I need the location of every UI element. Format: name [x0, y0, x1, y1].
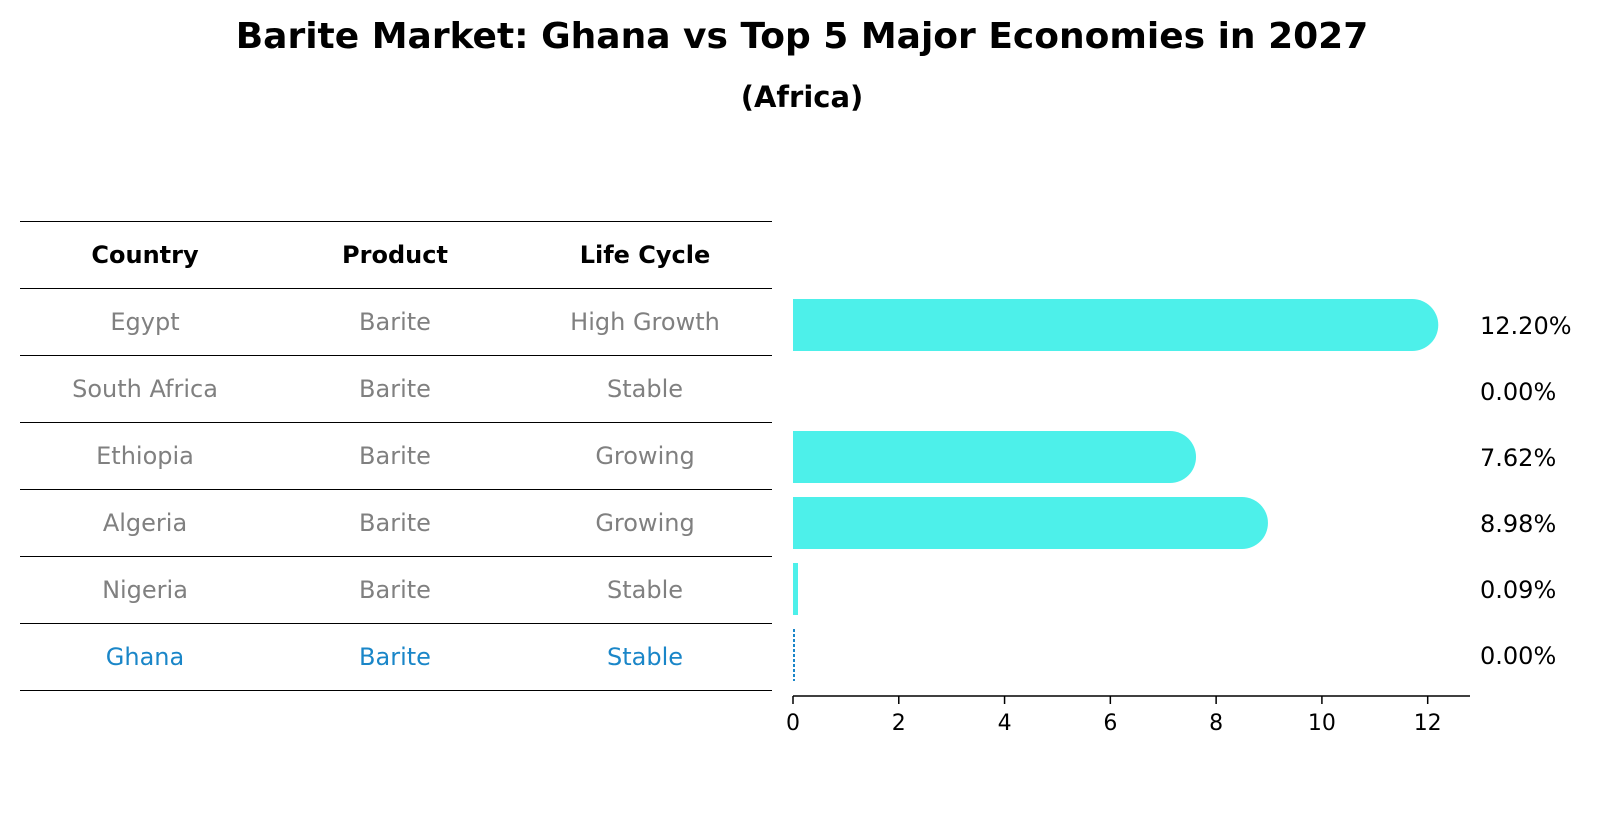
data-label: 0.00%	[1480, 642, 1556, 670]
table-rule-4	[20, 489, 772, 490]
data-label: 8.98%	[1480, 510, 1556, 538]
x-tick-label: 10	[1308, 711, 1336, 736]
table-cell: Stable	[606, 643, 684, 671]
x-tick-label: 12	[1414, 711, 1442, 736]
bar	[793, 431, 1197, 483]
table-cell: Barite	[359, 308, 431, 336]
table-cell: South Africa	[72, 375, 218, 403]
table-cell: Ghana	[105, 643, 185, 671]
table-cell: Egypt	[110, 308, 180, 336]
table-rule-2	[20, 355, 772, 356]
table-cell: High Growth	[570, 308, 720, 336]
table-cell: Stable	[606, 375, 684, 403]
x-tick-label: 2	[892, 711, 906, 736]
chart-title: Barite Market: Ghana vs Top 5 Major Econ…	[235, 16, 1369, 57]
table-cell: Barite	[359, 576, 431, 604]
table-cell: Ethiopia	[96, 442, 194, 470]
table-cell: Barite	[359, 643, 431, 671]
x-tick-label: 4	[998, 711, 1012, 736]
table-rule-1	[20, 288, 772, 289]
table-rule-7	[20, 690, 772, 691]
table-header: Life Cycle	[579, 241, 711, 269]
table-cell: Barite	[359, 375, 431, 403]
x-tick-label: 6	[1103, 711, 1117, 736]
table-cell: Barite	[359, 442, 431, 470]
table-header: Product	[342, 241, 448, 269]
table-rule-3	[20, 422, 772, 423]
bar	[793, 299, 1439, 351]
data-label: 0.00%	[1480, 378, 1556, 406]
bar	[793, 497, 1268, 549]
table-header: Country	[91, 241, 199, 269]
table-cell: Algeria	[102, 509, 188, 537]
chart-subtitle: (Africa)	[740, 80, 864, 114]
table-cell: Growing	[595, 509, 695, 537]
data-label: 7.62%	[1480, 444, 1556, 472]
table-cell: Stable	[606, 576, 684, 604]
table-cell: Nigeria	[102, 576, 188, 604]
table-cell: Growing	[595, 442, 695, 470]
x-tick-label: 8	[1209, 711, 1223, 736]
data-label: 12.20%	[1480, 312, 1572, 340]
data-label: 0.09%	[1480, 576, 1556, 604]
table-rule-5	[20, 556, 772, 557]
table-cell: Barite	[359, 509, 431, 537]
table-rule-0	[20, 221, 772, 222]
x-tick-label: 0	[786, 711, 800, 736]
table-rule-6	[20, 623, 772, 624]
bar	[793, 563, 798, 615]
